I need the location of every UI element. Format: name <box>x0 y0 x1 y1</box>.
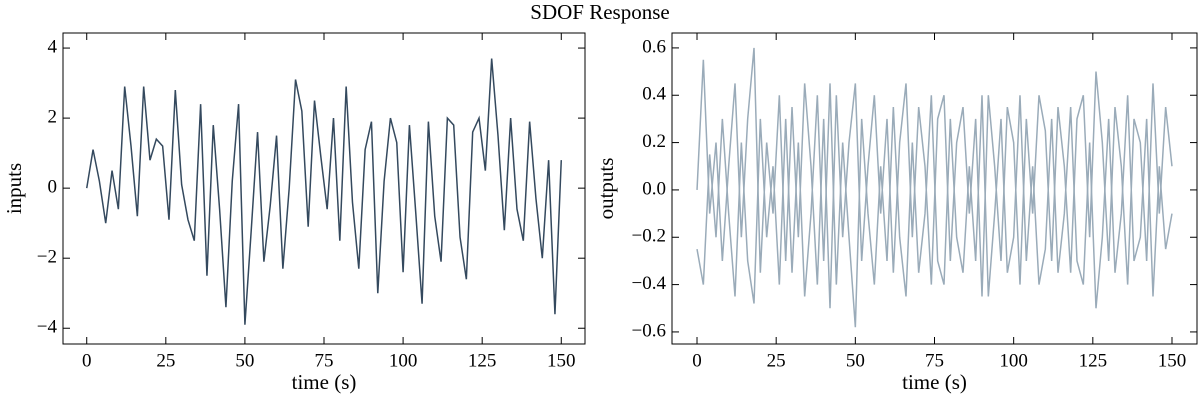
y-axis-label: inputs <box>2 163 26 214</box>
x-tick-label: 125 <box>468 350 497 371</box>
x-tick-label: 75 <box>315 350 334 371</box>
y-tick-label: 0.6 <box>642 36 666 57</box>
y-axis-label: outputs <box>594 158 618 220</box>
y-tick-label: 0 <box>48 177 58 198</box>
x-tick-label: 25 <box>156 350 175 371</box>
y-tick-label: −4 <box>37 317 58 338</box>
y-tick-label: 2 <box>48 106 58 127</box>
x-tick-label: 50 <box>846 350 865 371</box>
x-tick-label: 125 <box>1079 350 1108 371</box>
figure-title: SDOF Response <box>530 0 669 24</box>
y-tick-label: −2 <box>37 247 57 268</box>
y-tick-label: −0.2 <box>632 226 666 247</box>
series-line <box>696 47 1173 309</box>
x-tick-label: 150 <box>547 350 576 371</box>
x-tick-label: 25 <box>767 350 786 371</box>
x-tick-label: 150 <box>1158 350 1187 371</box>
series-line <box>85 58 563 325</box>
x-tick-label: 50 <box>235 350 254 371</box>
x-axis-label: time (s) <box>902 370 967 394</box>
y-tick-label: −0.6 <box>632 320 666 341</box>
y-tick-label: 0.4 <box>642 84 666 105</box>
y-tick-label: −0.4 <box>632 273 667 294</box>
x-tick-label: 75 <box>925 350 944 371</box>
x-tick-label: 0 <box>82 350 92 371</box>
series-line <box>696 83 1173 328</box>
x-tick-label: 100 <box>999 350 1028 371</box>
y-tick-label: 0.0 <box>642 178 666 199</box>
y-tick-label: 0.2 <box>642 131 666 152</box>
y-tick-label: 4 <box>48 36 58 57</box>
x-tick-label: 100 <box>389 350 418 371</box>
x-tick-label: 0 <box>692 350 702 371</box>
x-axis-label: time (s) <box>292 370 357 394</box>
